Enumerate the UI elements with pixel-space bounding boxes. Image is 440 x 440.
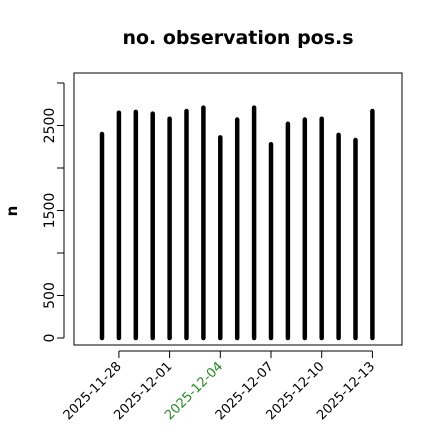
plot-box [73, 72, 403, 346]
y-tick-label: 0 [42, 334, 58, 343]
y-tick-label: 2500 [42, 108, 58, 144]
bars [99, 105, 375, 341]
y-axis-label: n [3, 206, 21, 217]
y-tick-label: 1500 [42, 193, 58, 229]
y-axis: 0 500 1500 2500 [42, 82, 65, 343]
x-axis: 2025-11-282025-12-012025-12-042025-12-07… [61, 350, 378, 423]
chart-title: no. observation pos.s [122, 27, 353, 49]
y-tick-label: 500 [42, 282, 58, 309]
